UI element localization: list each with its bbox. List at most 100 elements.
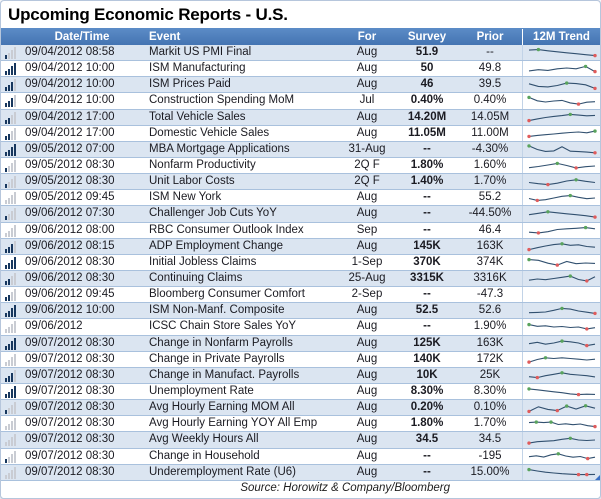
high-point-marker — [568, 273, 572, 278]
cell-datetime: 09/06/2012 07:30 — [25, 207, 115, 220]
cell-for: Aug — [356, 401, 378, 414]
table-row: 09/04/2012 10:00 Construction Spending Mo… — [1, 93, 600, 110]
cell-datetime: 09/06/2012 09:45 — [25, 288, 115, 301]
cell-12m-trend — [522, 351, 600, 367]
importance-bars-icon — [4, 240, 16, 253]
trend-sparkline — [528, 177, 595, 186]
cell-survey: 10K — [416, 368, 438, 381]
low-point-marker — [555, 408, 559, 412]
cell-datetime: 09/05/2012 08:30 — [25, 175, 115, 188]
cell-prior: 52.6 — [478, 304, 502, 317]
low-point-marker — [592, 215, 597, 219]
trend-sparkline — [528, 371, 595, 380]
cell-12m-trend — [522, 61, 600, 77]
cell-12m-trend — [522, 416, 600, 432]
low-point-marker — [584, 278, 588, 283]
high-point-marker — [526, 258, 531, 262]
cell-survey: 34.5 — [415, 433, 439, 446]
cell-event: ISM Prices Paid — [149, 78, 231, 91]
cell-event: Markit US PMI Final — [149, 46, 252, 59]
cell-for: Aug — [356, 207, 378, 220]
trend-sparkline — [526, 112, 595, 123]
trend-sparkline — [528, 420, 597, 429]
cell-event: ISM New York — [149, 191, 222, 204]
low-point-marker — [584, 327, 588, 331]
high-point-marker — [555, 161, 559, 165]
low-point-marker — [592, 311, 597, 315]
header-prior: Prior — [476, 30, 504, 43]
high-point-marker — [573, 177, 578, 182]
trend-sparkline — [528, 273, 595, 283]
cell-prior: 3316K — [473, 272, 507, 285]
low-point-marker — [584, 343, 588, 348]
cell-12m-trend — [522, 141, 600, 157]
table-row: 09/07/2012 08:30 Avg Hourly Earning YOY A… — [1, 416, 600, 433]
cell-prior: 1.90% — [473, 320, 507, 333]
trend-sparkline — [526, 386, 595, 396]
economic-reports-table: Date/Time Event For Survey Prior 12M Tre… — [1, 28, 600, 481]
cell-datetime: 09/07/2012 08:30 — [25, 336, 115, 349]
cell-for: Aug — [356, 191, 378, 204]
cell-prior: 163K — [476, 336, 504, 349]
low-point-marker — [545, 182, 550, 186]
cell-datetime: 09/07/2012 08:30 — [25, 401, 115, 414]
cell-importance — [1, 78, 19, 92]
cell-event: Nonfarm Productivity — [149, 159, 256, 172]
cell-prior: 163K — [476, 239, 504, 252]
cell-12m-trend — [522, 157, 600, 174]
cell-prior: 11.00M — [471, 126, 509, 139]
cell-prior: -195 — [478, 449, 502, 462]
high-point-marker — [564, 404, 568, 408]
cell-12m-trend — [522, 174, 600, 190]
trend-sparkline — [528, 210, 597, 219]
cell-survey: -- — [423, 288, 431, 301]
cell-importance — [1, 353, 19, 366]
source-note: Source: Horowitz & Company/Bloomberg — [1, 480, 600, 498]
cell-event: Unemployment Rate — [149, 385, 254, 398]
trend-sparkline — [528, 339, 595, 348]
table-row: 09/04/2012 10:00 ISM Manufacturing Aug 50 49… — [1, 61, 600, 78]
high-point-marker — [583, 403, 587, 408]
cell-importance — [1, 111, 19, 124]
cell-datetime: 09/07/2012 08:30 — [25, 385, 115, 398]
cell-datetime: 09/04/2012 10:00 — [25, 78, 115, 91]
high-point-marker — [568, 436, 572, 440]
cell-prior: 172K — [476, 352, 504, 365]
cell-survey: 1.40% — [410, 175, 444, 188]
importance-bars-icon — [4, 62, 16, 76]
table-body: 09/04/2012 08:58 Markit US PMI Final Aug 51… — [1, 45, 600, 481]
cell-prior: 1.70% — [473, 417, 507, 430]
cell-datetime: 09/07/2012 08:30 — [25, 352, 115, 365]
cell-for: 2Q F — [354, 159, 380, 172]
cell-survey: 1.80% — [410, 417, 444, 430]
importance-bars-icon — [4, 127, 16, 140]
importance-bars-icon — [4, 337, 16, 350]
low-point-marker — [573, 165, 578, 170]
cell-importance — [1, 94, 19, 108]
high-point-marker — [559, 339, 564, 343]
trend-sparkline — [528, 306, 597, 315]
cell-importance — [1, 224, 19, 237]
cell-datetime: 09/06/2012 08:00 — [25, 223, 115, 236]
cell-importance — [1, 450, 19, 463]
cell-prior: 0.40% — [473, 94, 507, 107]
importance-bars-icon — [4, 450, 16, 463]
cell-event: ISM Manufacturing — [149, 62, 246, 75]
high-point-marker — [526, 322, 531, 327]
cell-12m-trend — [522, 190, 600, 206]
cell-event: ISM Non-Manf. Composite — [149, 304, 285, 317]
page-title: Upcoming Economic Reports - U.S. — [8, 5, 288, 24]
cell-survey: 46 — [420, 78, 434, 91]
cell-survey: 140K — [413, 352, 441, 365]
cell-event: Change in Private Payrolls — [149, 352, 285, 365]
cell-survey: 50 — [420, 62, 434, 75]
importance-bars-icon — [4, 466, 16, 479]
cell-event: Continuing Claims — [149, 272, 243, 285]
cell-for: Aug — [356, 368, 378, 381]
cell-importance — [1, 433, 19, 447]
trend-sparkline — [526, 95, 595, 106]
importance-bars-icon — [4, 175, 16, 189]
cell-12m-trend — [522, 93, 600, 109]
cell-for: Aug — [356, 449, 378, 462]
high-point-marker — [583, 226, 587, 230]
